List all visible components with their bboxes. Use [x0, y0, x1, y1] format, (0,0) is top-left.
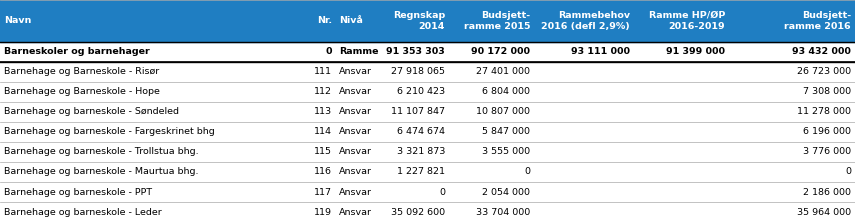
Text: Ansvar: Ansvar: [339, 208, 372, 216]
Text: Rammebehov
2016 (defl 2,9%): Rammebehov 2016 (defl 2,9%): [541, 11, 630, 31]
Text: 11 278 000: 11 278 000: [797, 107, 851, 117]
Text: Barnehage og barneskole - PPT: Barnehage og barneskole - PPT: [4, 188, 152, 196]
Text: 93 111 000: 93 111 000: [571, 48, 630, 57]
Text: 1 227 821: 1 227 821: [397, 168, 445, 176]
Text: Ansvar: Ansvar: [339, 188, 372, 196]
Text: 33 704 000: 33 704 000: [475, 208, 530, 216]
Text: 0: 0: [524, 168, 530, 176]
Text: 6 474 674: 6 474 674: [397, 127, 445, 137]
Text: Regnskap
2014: Regnskap 2014: [392, 11, 445, 31]
Text: 111: 111: [314, 67, 332, 77]
Text: 117: 117: [314, 188, 332, 196]
Text: 11 107 847: 11 107 847: [391, 107, 445, 117]
Text: 114: 114: [314, 127, 332, 137]
Text: Barnehage og Barneskole - Hope: Barnehage og Barneskole - Hope: [4, 87, 160, 97]
Text: 2 054 000: 2 054 000: [482, 188, 530, 196]
Text: 116: 116: [314, 168, 332, 176]
Text: Nivå: Nivå: [339, 16, 363, 26]
Text: Ansvar: Ansvar: [339, 127, 372, 137]
Text: 0: 0: [326, 48, 332, 57]
Text: Ansvar: Ansvar: [339, 147, 372, 157]
Text: 113: 113: [314, 107, 332, 117]
Text: Barnehage og Barneskole - Risør: Barnehage og Barneskole - Risør: [4, 67, 159, 77]
Text: Barnehage og barneskole - Maurtua bhg.: Barnehage og barneskole - Maurtua bhg.: [4, 168, 198, 176]
Text: 119: 119: [314, 208, 332, 216]
Text: 3 776 000: 3 776 000: [803, 147, 851, 157]
Text: 3 555 000: 3 555 000: [482, 147, 530, 157]
Text: 6 196 000: 6 196 000: [803, 127, 851, 137]
Text: Ramme HP/ØP
2016-2019: Ramme HP/ØP 2016-2019: [649, 11, 725, 31]
Text: 0: 0: [439, 188, 445, 196]
Text: Ramme: Ramme: [339, 48, 379, 57]
Text: 91 399 000: 91 399 000: [666, 48, 725, 57]
Text: Barnehage og barneskole - Trollstua bhg.: Barnehage og barneskole - Trollstua bhg.: [4, 147, 198, 157]
Text: 115: 115: [314, 147, 332, 157]
Text: 7 308 000: 7 308 000: [803, 87, 851, 97]
Text: Barnehage og barneskole - Leder: Barnehage og barneskole - Leder: [4, 208, 162, 216]
Text: Budsjett-
ramme 2015: Budsjett- ramme 2015: [463, 11, 530, 31]
Text: 3 321 873: 3 321 873: [397, 147, 445, 157]
Text: 27 401 000: 27 401 000: [476, 67, 530, 77]
Text: Ansvar: Ansvar: [339, 87, 372, 97]
Text: 2 186 000: 2 186 000: [803, 188, 851, 196]
Text: Barneskoler og barnehager: Barneskoler og barnehager: [4, 48, 150, 57]
Text: 10 807 000: 10 807 000: [476, 107, 530, 117]
Text: 35 092 600: 35 092 600: [391, 208, 445, 216]
Text: 93 432 000: 93 432 000: [792, 48, 851, 57]
Text: Ansvar: Ansvar: [339, 168, 372, 176]
Text: 6 210 423: 6 210 423: [397, 87, 445, 97]
Text: 112: 112: [314, 87, 332, 97]
Text: 35 964 000: 35 964 000: [797, 208, 851, 216]
Bar: [0, 0, 855, 42]
Text: Nr.: Nr.: [317, 16, 332, 26]
Text: Ansvar: Ansvar: [339, 67, 372, 77]
Text: 90 172 000: 90 172 000: [471, 48, 530, 57]
Text: 5 847 000: 5 847 000: [482, 127, 530, 137]
Text: Ansvar: Ansvar: [339, 107, 372, 117]
Text: Navn: Navn: [4, 16, 32, 26]
Text: Budsjett-
ramme 2016: Budsjett- ramme 2016: [784, 11, 851, 31]
Text: Barnehage og barneskole - Søndeled: Barnehage og barneskole - Søndeled: [4, 107, 179, 117]
Text: 91 353 303: 91 353 303: [386, 48, 445, 57]
Text: 26 723 000: 26 723 000: [797, 67, 851, 77]
Text: Barnehage og barneskole - Fargeskrinet bhg: Barnehage og barneskole - Fargeskrinet b…: [4, 127, 215, 137]
Text: 0: 0: [845, 168, 851, 176]
Text: 6 804 000: 6 804 000: [482, 87, 530, 97]
Text: 27 918 065: 27 918 065: [391, 67, 445, 77]
